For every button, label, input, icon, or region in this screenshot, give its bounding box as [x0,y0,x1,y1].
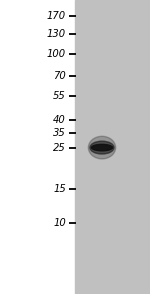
Text: 170: 170 [47,11,66,21]
Text: 40: 40 [53,115,66,125]
Text: 100: 100 [47,49,66,59]
Text: 10: 10 [53,218,66,228]
Ellipse shape [92,144,112,151]
Ellipse shape [88,136,116,159]
Text: 70: 70 [53,71,66,81]
Text: 130: 130 [47,29,66,39]
Text: 25: 25 [53,143,66,153]
Text: 15: 15 [53,184,66,194]
Bar [75,0,150,294]
Ellipse shape [90,141,114,154]
Text: 55: 55 [53,91,66,101]
Text: 35: 35 [53,128,66,138]
